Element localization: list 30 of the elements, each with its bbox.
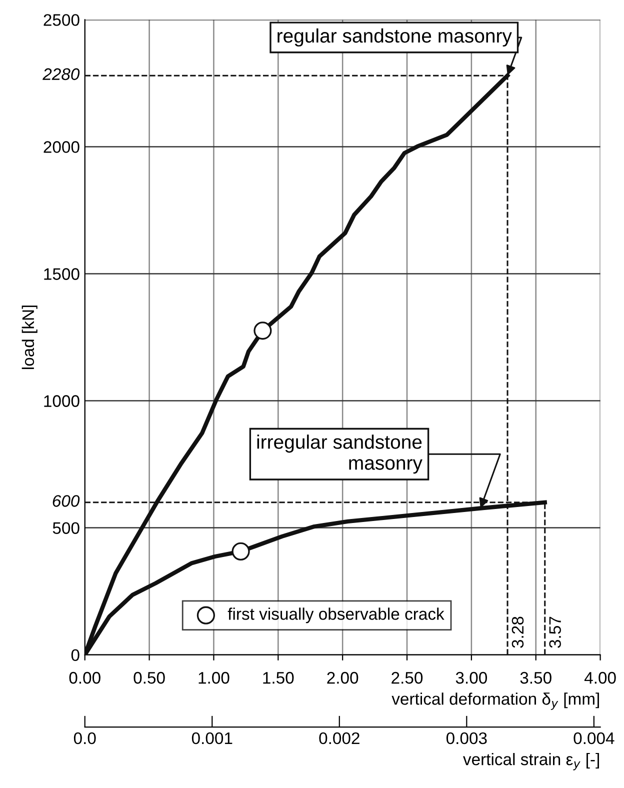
ref-line-label: 600 — [52, 495, 80, 507]
ref-line-label: 3.57 — [549, 616, 561, 648]
y-axis-title: load [kN] — [22, 306, 38, 370]
legend-label: first visually observable crack — [228, 608, 444, 624]
x2-tick-label: 0.003 — [446, 732, 487, 744]
x2-tick-label: 0.0 — [74, 732, 96, 744]
y-tick-label: 500 — [52, 522, 80, 534]
series-label: regular sandstone masonry — [278, 28, 512, 47]
y-tick-label: 0 — [71, 649, 80, 662]
x-tick-label: 1.00 — [198, 672, 230, 684]
x2-tick-label: 0.002 — [319, 732, 360, 744]
x-tick-label: 3.50 — [520, 672, 552, 684]
x-tick-label: 0.00 — [69, 672, 100, 684]
y-tick-label: 1000 — [44, 395, 80, 407]
x-tick-label: 0.50 — [134, 672, 165, 684]
y-tick-label: 2000 — [44, 141, 80, 153]
x-axis-title: vertical deformation δ$_{y}$ [mm] — [392, 692, 599, 710]
x2-axis-title: vertical strain ε$_{y}$ [-] — [463, 753, 599, 770]
x2-tick-label: 0.004 — [574, 732, 614, 744]
x-tick-label: 1.50 — [263, 672, 294, 684]
ref-line-label: 3.28 — [512, 616, 524, 648]
x-tick-label: 2.00 — [327, 672, 358, 684]
x-tick-label: 2.50 — [392, 672, 423, 684]
ref-line-label: 2280 — [42, 68, 80, 80]
y-tick-label: 1500 — [44, 268, 80, 280]
text: irregular sandstone masonry — [257, 434, 422, 474]
y-tick-label: 2500 — [44, 14, 80, 26]
x-tick-label: 4.00 — [584, 672, 616, 684]
x-tick-label: 3.00 — [456, 672, 487, 684]
x2-tick-label: 0.001 — [192, 732, 232, 744]
